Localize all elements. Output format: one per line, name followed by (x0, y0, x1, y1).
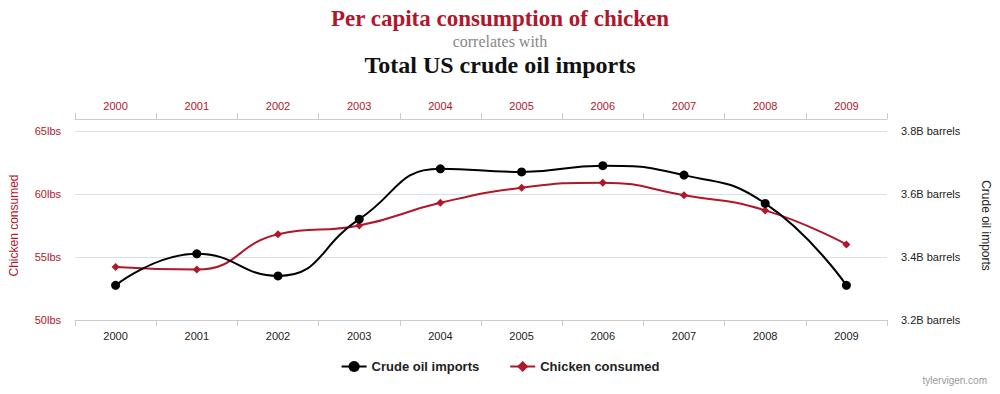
svg-text:3.8B barrels: 3.8B barrels (901, 125, 961, 137)
svg-text:2002: 2002 (266, 330, 290, 342)
svg-text:Total US crude oil imports: Total US crude oil imports (364, 52, 635, 78)
svg-text:2006: 2006 (591, 330, 615, 342)
svg-text:2007: 2007 (672, 330, 696, 342)
svg-text:2004: 2004 (428, 330, 452, 342)
svg-text:2002: 2002 (266, 100, 290, 112)
svg-text:55lbs: 55lbs (35, 251, 62, 263)
svg-text:2000: 2000 (103, 100, 127, 112)
svg-text:2006: 2006 (591, 100, 615, 112)
svg-text:65lbs: 65lbs (35, 125, 62, 137)
svg-text:Crude oil imports: Crude oil imports (979, 180, 993, 271)
svg-text:2000: 2000 (103, 330, 127, 342)
svg-text:60lbs: 60lbs (35, 188, 62, 200)
svg-text:2009: 2009 (834, 100, 858, 112)
svg-text:2008: 2008 (753, 330, 777, 342)
svg-text:2003: 2003 (347, 330, 371, 342)
svg-text:Chicken consumed: Chicken consumed (7, 174, 21, 276)
svg-text:3.4B barrels: 3.4B barrels (901, 251, 961, 263)
svg-text:3.2B barrels: 3.2B barrels (901, 314, 961, 326)
svg-text:Per capita consumption of chic: Per capita consumption of chicken (331, 6, 669, 31)
svg-text:Crude oil imports: Crude oil imports (372, 359, 480, 374)
svg-text:2005: 2005 (509, 100, 533, 112)
svg-text:correlates with: correlates with (453, 33, 548, 50)
svg-text:2001: 2001 (185, 330, 209, 342)
svg-text:2005: 2005 (509, 330, 533, 342)
svg-text:2003: 2003 (347, 100, 371, 112)
svg-text:2008: 2008 (753, 100, 777, 112)
svg-text:Chicken consumed: Chicken consumed (540, 359, 659, 374)
svg-text:2009: 2009 (834, 330, 858, 342)
svg-text:2007: 2007 (672, 100, 696, 112)
svg-text:2004: 2004 (428, 100, 452, 112)
svg-text:3.6B barrels: 3.6B barrels (901, 188, 961, 200)
svg-text:50lbs: 50lbs (35, 314, 62, 326)
svg-text:tylervigen.com: tylervigen.com (923, 375, 987, 386)
svg-text:2001: 2001 (185, 100, 209, 112)
